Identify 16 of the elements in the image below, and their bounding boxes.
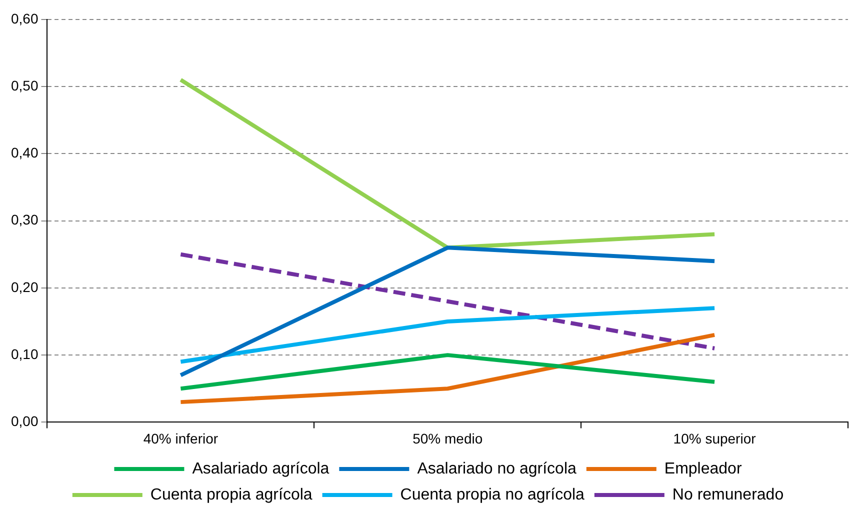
y-tick-label: 0,40 (11, 144, 38, 161)
x-tick-label: 50% medio (412, 430, 483, 446)
legend-label: No remunerado (672, 486, 784, 504)
legend-label: Asalariado no agrícola (417, 460, 577, 478)
legend-label: Cuenta propia no agrícola (400, 486, 585, 504)
legend-label: Asalariado agrícola (192, 460, 330, 478)
y-tick-label: 0,50 (11, 77, 38, 94)
y-tick-label: 0,10 (11, 346, 38, 362)
x-tick-label: 10% superior (673, 430, 756, 446)
y-tick-label: 0,60 (11, 10, 38, 26)
x-tick-label: 40% inferior (143, 430, 218, 446)
y-tick-label: 0,20 (11, 278, 38, 295)
legend-label: Cuenta propia agrícola (150, 486, 312, 504)
y-tick-label: 0,30 (11, 212, 38, 228)
legend-label: Empleador (664, 460, 742, 478)
y-tick-label: 0,00 (11, 413, 38, 430)
